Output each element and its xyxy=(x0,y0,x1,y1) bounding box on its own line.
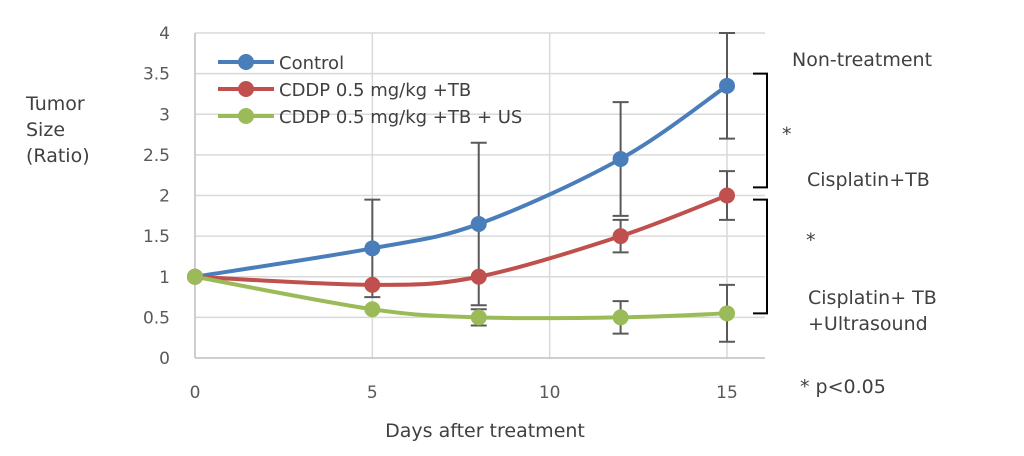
data-point xyxy=(364,276,381,293)
significance-asterisk: * xyxy=(782,124,792,146)
data-point xyxy=(719,305,735,322)
legend-label: Control xyxy=(279,53,344,74)
data-point xyxy=(470,268,487,285)
data-point xyxy=(470,215,487,232)
significance-asterisk: * xyxy=(806,229,816,251)
bracket-line xyxy=(753,72,768,189)
annotations: Non-treatment Cisplatin+TB Cisplatin+ TB… xyxy=(753,49,937,398)
y-tick-label: 4 xyxy=(159,24,170,44)
x-tick-label: 0 xyxy=(190,383,201,403)
legend-label: CDDP 0.5 mg/kg +TB + US xyxy=(279,107,522,128)
series-markers xyxy=(187,77,735,326)
y-tick-labels: 0 0.5 1 1.5 2 2.5 3 3.5 4 xyxy=(143,24,170,369)
x-tick-label: 10 xyxy=(539,383,561,403)
legend-marker xyxy=(238,81,254,97)
y-axis-title-line: (Ratio) xyxy=(26,145,90,167)
x-tick-label: 15 xyxy=(716,383,738,403)
legend-label: CDDP 0.5 mg/kg +TB xyxy=(279,80,471,101)
y-tick-label: 2.5 xyxy=(143,146,170,166)
group-label-cisplatin-tb-us-line1: Cisplatin+ TB xyxy=(808,287,937,309)
group-label-cisplatin-tb: Cisplatin+TB xyxy=(807,169,930,191)
significance-note: * p<0.05 xyxy=(800,376,886,398)
y-axis-title-line: Tumor xyxy=(25,93,85,115)
data-point xyxy=(719,187,735,204)
x-tick-labels: 0 5 10 15 xyxy=(190,383,738,403)
legend: Control CDDP 0.5 mg/kg +TB CDDP 0.5 mg/kg … xyxy=(218,53,522,128)
legend-item: CDDP 0.5 mg/kg +TB xyxy=(218,80,471,101)
data-point xyxy=(364,240,381,257)
group-label-non-treatment: Non-treatment xyxy=(792,49,932,71)
y-tick-label: 1 xyxy=(159,268,170,288)
bracket-line xyxy=(753,198,768,315)
legend-marker xyxy=(238,108,254,124)
data-point xyxy=(612,150,629,167)
legend-item: CDDP 0.5 mg/kg +TB + US xyxy=(218,107,522,128)
group-label-cisplatin-tb-us-line2: +Ultrasound xyxy=(808,313,928,335)
data-point xyxy=(470,309,487,326)
y-tick-label: 3 xyxy=(159,105,170,125)
data-point xyxy=(187,268,203,285)
y-axis-title-line: Size xyxy=(26,119,65,141)
axes xyxy=(194,33,765,359)
significance-brackets: ** xyxy=(753,72,816,315)
significance-bracket: * xyxy=(753,72,792,189)
x-tick-label: 5 xyxy=(367,383,378,403)
y-tick-label: 1.5 xyxy=(143,227,170,247)
data-point xyxy=(612,228,629,245)
data-point xyxy=(719,77,735,94)
y-axis-title: Tumor Size (Ratio) xyxy=(25,93,90,167)
data-point xyxy=(612,309,629,326)
data-point xyxy=(364,301,381,318)
y-tick-label: 2 xyxy=(159,187,170,207)
y-tick-label: 3.5 xyxy=(143,65,170,85)
legend-item: Control xyxy=(218,53,344,74)
y-tick-label: 0.5 xyxy=(143,308,170,328)
series-line-1 xyxy=(193,193,729,287)
x-axis-title: Days after treatment xyxy=(385,420,585,442)
significance-bracket: * xyxy=(753,198,816,315)
y-tick-label: 0 xyxy=(159,349,170,369)
legend-marker xyxy=(238,54,254,70)
